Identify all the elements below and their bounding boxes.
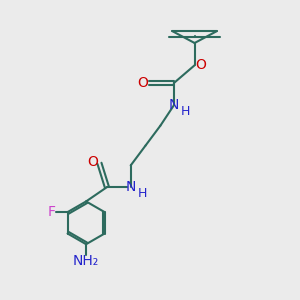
Text: O: O [137,76,148,90]
Text: N: N [169,98,179,112]
Text: N: N [125,180,136,194]
Text: NH₂: NH₂ [73,254,99,268]
Text: O: O [196,58,207,72]
Text: H: H [137,187,147,200]
Text: F: F [47,205,55,219]
Text: H: H [180,106,190,118]
Text: O: O [88,155,98,169]
